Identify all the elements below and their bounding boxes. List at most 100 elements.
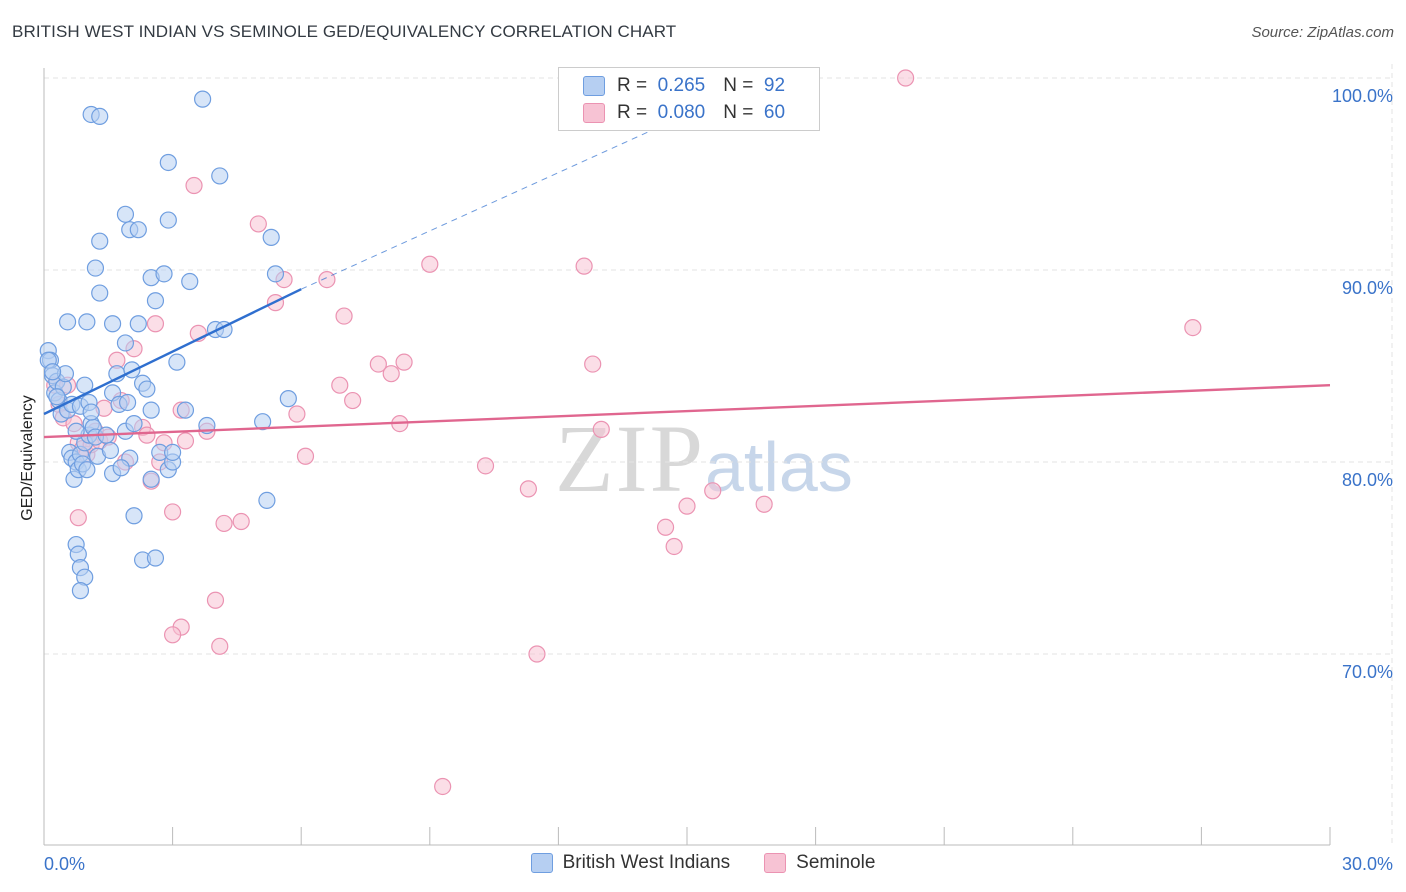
y-tick-label: 70.0% [1342, 662, 1393, 682]
british-west-indian-point [125, 415, 143, 433]
british-west-indian-point [91, 107, 109, 126]
british-west-indian-point [211, 167, 229, 185]
british-west-indian-point [78, 313, 96, 331]
watermark: ZIPatlas [555, 403, 853, 514]
british-west-indian-point [142, 401, 160, 419]
tick-labels: 70.0% 80.0% 90.0% 100.0% 0.0% 30.0% [44, 86, 1393, 874]
source-label: Source: ZipAtlas.com [1251, 24, 1394, 41]
british-west-indian-point [194, 90, 212, 108]
legend-swatch-blue [583, 76, 605, 96]
seminole-point [164, 503, 182, 521]
seminole-point [395, 353, 413, 371]
british-west-indian-point [142, 470, 160, 488]
legend-r-label: R = [617, 102, 648, 123]
seminole-point [232, 512, 250, 531]
legend-r-value: 0.080 [657, 102, 706, 123]
british-west-indian-point [279, 390, 297, 408]
series-legend: British West Indians Seminole [0, 852, 1406, 874]
british-west-indian-point [146, 549, 165, 567]
seminole-point [146, 315, 165, 333]
british-west-indian-points [39, 90, 297, 600]
seminole-point [665, 537, 683, 556]
y-tick-label: 80.0% [1342, 470, 1393, 490]
series-name-pink: Seminole [796, 852, 876, 873]
seminole-point [704, 482, 722, 500]
legend-row-pink: R = 0.080 N = 60 [583, 101, 785, 125]
british-west-indian-point [58, 313, 77, 331]
legend-r-value: 0.265 [657, 75, 706, 96]
legend-n-value: 92 [763, 75, 786, 96]
seminole-point [288, 405, 306, 423]
axes [43, 68, 1331, 846]
seminole-point [1184, 319, 1202, 337]
legend-swatch-pink [583, 103, 605, 123]
seminole-point [296, 447, 315, 465]
seminole-point [331, 376, 349, 394]
british-west-indian-point [116, 334, 135, 352]
seminole-point [575, 257, 593, 275]
british-west-indian-point [254, 413, 272, 431]
blue-trend-line [43, 288, 302, 416]
british-west-indian-point [129, 315, 147, 333]
seminole-point [476, 457, 495, 475]
seminole-point [335, 307, 353, 325]
legend-n-label: N = [723, 75, 754, 96]
seminole-point [249, 215, 267, 233]
british-west-indian-point [78, 461, 96, 479]
british-west-indian-point [48, 388, 66, 406]
legend-n-label: N = [723, 102, 754, 123]
legend-r-label: R = [617, 75, 648, 96]
pink-trend-line [43, 384, 1331, 439]
seminole-point [318, 271, 336, 289]
blue-trend-extension [300, 125, 662, 290]
seminole-point [211, 637, 229, 655]
seminole-point [185, 176, 203, 195]
british-west-indian-point [91, 284, 109, 302]
british-west-indian-point [129, 221, 147, 239]
british-west-indian-point [43, 363, 62, 381]
trend-lines [43, 125, 1331, 439]
seminole-point [206, 591, 225, 609]
british-west-indian-point [118, 393, 137, 412]
series-swatch-pink [764, 853, 787, 873]
british-west-indian-point [71, 582, 90, 600]
x-tick-label: 0.0% [44, 854, 85, 874]
series-swatch-blue [530, 853, 553, 873]
seminole-point [69, 509, 87, 527]
series-name-blue: British West Indians [562, 852, 731, 873]
british-west-indian-point [146, 292, 165, 310]
british-west-indian-point [138, 380, 156, 398]
british-west-indian-point [125, 507, 143, 525]
y-tick-label: 100.0% [1332, 86, 1393, 106]
series-legend-item-pink: Seminole [764, 852, 875, 874]
british-west-indian-point [168, 353, 186, 371]
seminole-point [519, 480, 537, 498]
y-tick-label: 90.0% [1342, 278, 1393, 298]
seminole-point [678, 497, 696, 515]
british-west-indian-point [266, 265, 285, 283]
seminole-point [215, 514, 233, 533]
british-west-indian-point [155, 265, 173, 283]
seminole-point [138, 426, 156, 444]
seminole-point [592, 420, 610, 438]
seminole-point [164, 626, 182, 644]
watermark-zip: ZIP [555, 405, 705, 512]
series-legend-item-blue: British West Indians [530, 852, 731, 874]
correlation-legend: R = 0.265 N = 92 R = 0.080 N = 60 [558, 67, 820, 131]
chart-title: BRITISH WEST INDIAN VS SEMINOLE GED/EQUI… [12, 22, 677, 41]
watermark-atlas: atlas [705, 428, 853, 506]
seminole-point [176, 432, 195, 450]
seminole-point [382, 365, 400, 383]
legend-n-value: 60 [763, 102, 786, 123]
seminole-point [656, 518, 675, 536]
british-west-indian-point [116, 205, 135, 223]
british-west-indian-point [181, 272, 199, 291]
seminole-point [434, 777, 452, 796]
british-west-indian-point [258, 491, 276, 509]
legend-row-blue: R = 0.265 N = 92 [583, 74, 785, 98]
british-west-indian-point [262, 228, 280, 246]
british-west-indian-point [159, 153, 177, 172]
british-west-indian-point [176, 401, 195, 419]
seminole-point [528, 645, 546, 663]
